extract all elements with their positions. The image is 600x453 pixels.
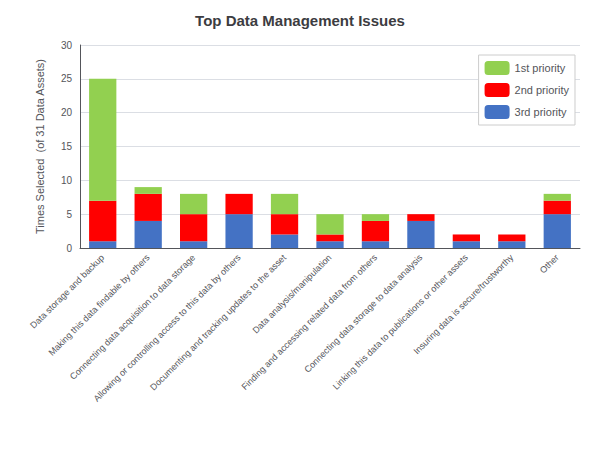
svg-text:Top Data Management Issues: Top Data Management Issues bbox=[195, 12, 405, 29]
svg-text:0: 0 bbox=[66, 243, 72, 254]
svg-text:Finding and accessing related: Finding and accessing related data from … bbox=[239, 252, 379, 392]
svg-text:Times Selected (of 31 Data As: Times Selected (of 31 Data Assets) bbox=[34, 59, 46, 234]
svg-text:20: 20 bbox=[61, 107, 73, 118]
svg-text:Linking this data to publicati: Linking this data to publications or oth… bbox=[330, 252, 470, 392]
svg-text:Data analysis/manipulation: Data analysis/manipulation bbox=[251, 252, 334, 335]
svg-text:Connecting data storage to dat: Connecting data storage to data analysis bbox=[302, 252, 425, 375]
svg-text:15: 15 bbox=[61, 141, 73, 152]
svg-text:Allowing or controlling access: Allowing or controlling access to this d… bbox=[91, 252, 243, 404]
svg-text:3rd priority: 3rd priority bbox=[515, 106, 567, 118]
svg-text:Connecting data acquisition to: Connecting data acquisition to data stor… bbox=[67, 252, 198, 382]
svg-text:25: 25 bbox=[61, 73, 73, 84]
svg-text:Making this data findable by o: Making this data findable by others bbox=[46, 252, 152, 358]
svg-text:Insuring data is secure/trustw: Insuring data is secure/trustworthy bbox=[412, 252, 516, 356]
svg-text:2nd priority: 2nd priority bbox=[515, 84, 570, 96]
svg-text:5: 5 bbox=[66, 209, 72, 220]
svg-text:30: 30 bbox=[61, 40, 73, 51]
svg-text:1st priority: 1st priority bbox=[515, 62, 566, 74]
svg-text:10: 10 bbox=[61, 175, 73, 186]
svg-text:Data storage and backup: Data storage and backup bbox=[28, 252, 106, 330]
svg-text:Other: Other bbox=[538, 252, 561, 275]
svg-text:Documenting and tracking updat: Documenting and tracking updates to the … bbox=[148, 252, 289, 393]
